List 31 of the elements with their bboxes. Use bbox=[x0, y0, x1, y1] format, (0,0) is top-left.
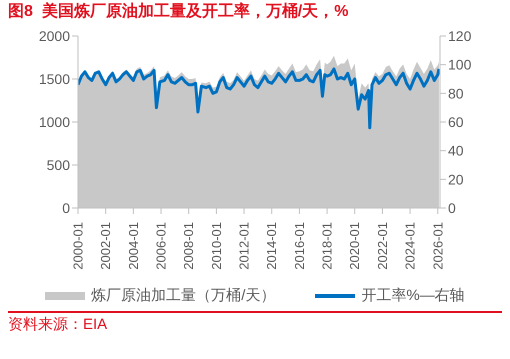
x-tick-label: 2026-01 bbox=[430, 222, 446, 270]
y2-tick-label: 60 bbox=[448, 114, 464, 130]
x-tick-label: 2024-01 bbox=[402, 222, 418, 270]
line-series bbox=[78, 67, 440, 130]
x-tick-label: 2004-01 bbox=[126, 222, 141, 270]
x-tick-label: 2018-01 bbox=[320, 222, 335, 270]
legend-label: 开工率%—右轴 bbox=[361, 286, 465, 305]
y2-tick-label: 20 bbox=[448, 171, 464, 188]
x-tick-label: 2010-01 bbox=[208, 222, 224, 270]
y2-tick-label: 120 bbox=[448, 28, 472, 44]
y2-tick-label: 80 bbox=[448, 85, 464, 102]
x-tick-label: 2002-01 bbox=[98, 222, 114, 270]
x-tick-label: 2020-01 bbox=[347, 222, 362, 270]
y2-tick-label: 100 bbox=[448, 56, 472, 73]
x-tick-label: 2022-01 bbox=[374, 222, 390, 270]
y2-tick-label: 40 bbox=[448, 142, 464, 159]
x-tick-label: 2006-01 bbox=[154, 222, 169, 270]
y-tick-label: 2000 bbox=[38, 28, 70, 44]
text: 资料来源：EIA bbox=[8, 315, 108, 334]
y-tick-label: 0 bbox=[62, 200, 70, 216]
y-tick-label: 500 bbox=[46, 156, 70, 173]
x-tick-label: 2008-01 bbox=[181, 222, 196, 270]
y-tick-label: 1500 bbox=[38, 70, 70, 87]
x-tick-label: 2012-01 bbox=[236, 222, 252, 270]
x-tick-label: 2016-01 bbox=[292, 222, 307, 270]
y2-tick-label: 0 bbox=[448, 200, 456, 216]
x-tick-label: 2000-01 bbox=[70, 222, 86, 270]
x-tick-label: 2014-01 bbox=[264, 222, 280, 270]
y-tick-label: 1000 bbox=[38, 114, 70, 130]
legend-label: 炼厂原油加工量（万桶/天） bbox=[91, 286, 276, 305]
chart-title: 图8 美国炼厂原油加工量及开工率，万桶/天，% bbox=[8, 2, 350, 22]
